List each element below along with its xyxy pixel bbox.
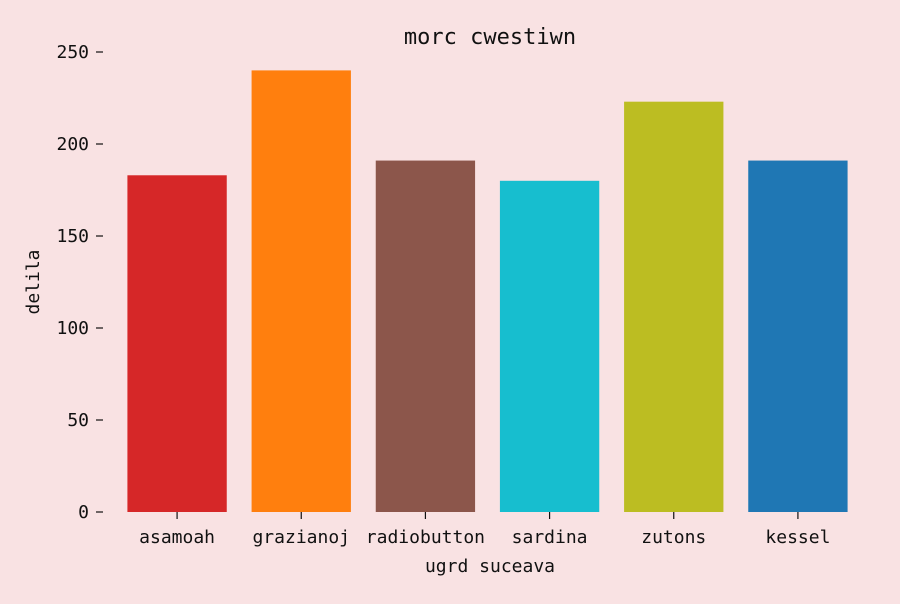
x-axis: asamoah grazianoj radiobutton sardina zutons…: [139, 512, 830, 548]
bar-radiobutton: [375, 160, 476, 512]
bar-asamoah: [127, 175, 227, 512]
y-tick-label: 100: [56, 318, 89, 339]
y-tick-label: 0: [78, 502, 89, 523]
x-tick-label: kessel: [765, 527, 830, 548]
y-tick-label: 150: [56, 226, 89, 247]
y-tick-label: 200: [56, 134, 89, 155]
y-tick-label: 50: [67, 410, 89, 431]
bar-sardina: [499, 180, 600, 513]
bars-group: [127, 70, 848, 513]
x-tick-label: sardina: [512, 527, 588, 548]
x-tick-label: radiobutton: [366, 527, 485, 548]
x-tick-label: asamoah: [139, 527, 215, 548]
x-tick-label: grazianoj: [252, 527, 350, 548]
y-axis: 0 50 100 150 200 250: [56, 42, 103, 523]
bar-kessel: [748, 160, 848, 512]
y-tick-label: 250: [56, 42, 89, 63]
chart-title: morc cwestiwn: [404, 25, 576, 50]
x-tick-label: zutons: [641, 527, 706, 548]
y-axis-label: delila: [23, 249, 44, 314]
bar-zutons: [624, 101, 724, 513]
x-axis-label: ugrd suceava: [425, 556, 555, 577]
bar-grazianoj: [251, 70, 351, 513]
